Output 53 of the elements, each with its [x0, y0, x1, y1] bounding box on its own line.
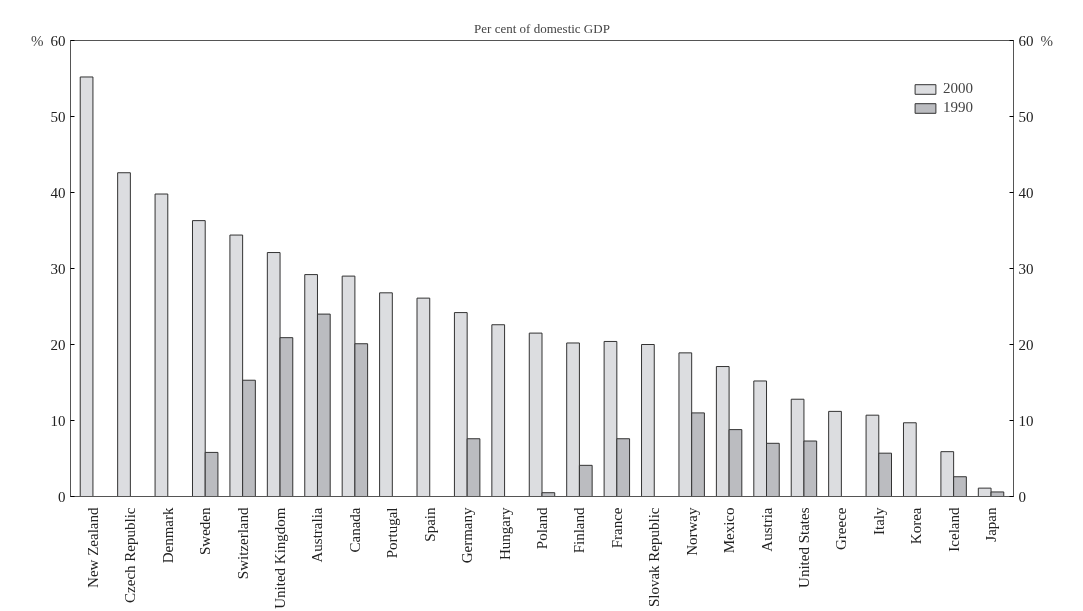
legend-label: 1990	[943, 99, 973, 116]
y2-tick-label: 10	[1018, 412, 1034, 429]
bar	[828, 410, 842, 497]
x-tick-label: Australia	[309, 507, 326, 563]
chart-title: Per cent of domestic GDP	[474, 20, 610, 36]
bar	[902, 422, 917, 497]
x-tick-label: Iceland	[945, 507, 962, 552]
x-tick-label: Hungary	[496, 507, 513, 560]
x-tick-label: Finland	[571, 507, 588, 554]
x-tick-label: Austria	[758, 507, 775, 552]
y-tick-label: 20	[50, 336, 66, 353]
y-tick-label: 10	[50, 412, 66, 429]
x-tick-label: Italy	[870, 507, 887, 535]
y2-tick-label: 20	[1018, 336, 1034, 353]
x-tick-label: Sweden	[197, 507, 214, 555]
x-tick-label: Japan	[983, 507, 1000, 542]
x-tick-label: Spain	[421, 507, 438, 542]
x-tick-label: Slovak Republic	[646, 507, 663, 608]
x-tick-label: Korea	[908, 507, 925, 545]
x-tick-label: Greece	[833, 507, 850, 550]
y2-tick-label: 30	[1018, 260, 1034, 277]
x-tick-label: Switzerland	[234, 507, 251, 580]
y-axis-title: %	[31, 32, 44, 49]
bar	[491, 324, 506, 497]
y-tick-label: 60	[50, 32, 66, 49]
bar	[79, 76, 94, 497]
x-tick-label: Denmark	[159, 507, 176, 564]
x-tick-label: United States	[795, 507, 812, 588]
bar	[379, 292, 393, 497]
y-tick-label: 0	[58, 488, 66, 505]
x-tick-label: United Kingdom	[272, 507, 289, 609]
x-tick-label: Canada	[346, 507, 363, 553]
bar	[117, 172, 131, 497]
y-tick-label: 40	[50, 184, 66, 201]
x-tick-label: Mexico	[721, 507, 738, 554]
y-tick-label: 30	[50, 260, 66, 277]
legend-label: 2000	[943, 80, 973, 97]
y-tick-label: 50	[50, 108, 66, 125]
y2-tick-label: 40	[1018, 184, 1034, 201]
x-tick-label: New Zealand	[84, 507, 101, 588]
y2-axis-title: %	[1040, 32, 1053, 49]
x-tick-label: Czech Republic	[122, 507, 139, 603]
y2-tick-label: 50	[1018, 108, 1034, 125]
bar	[416, 297, 431, 497]
x-tick-label: Portugal	[384, 507, 401, 559]
x-tick-label: Poland	[534, 507, 550, 550]
x-tick-label: Germany	[459, 507, 476, 564]
bar	[154, 193, 169, 497]
bar	[641, 344, 655, 497]
x-tick-label: France	[608, 507, 625, 549]
x-tick-label: Norway	[683, 507, 700, 556]
y2-tick-label: 60	[1018, 32, 1034, 49]
y2-tick-label: 0	[1018, 488, 1026, 505]
